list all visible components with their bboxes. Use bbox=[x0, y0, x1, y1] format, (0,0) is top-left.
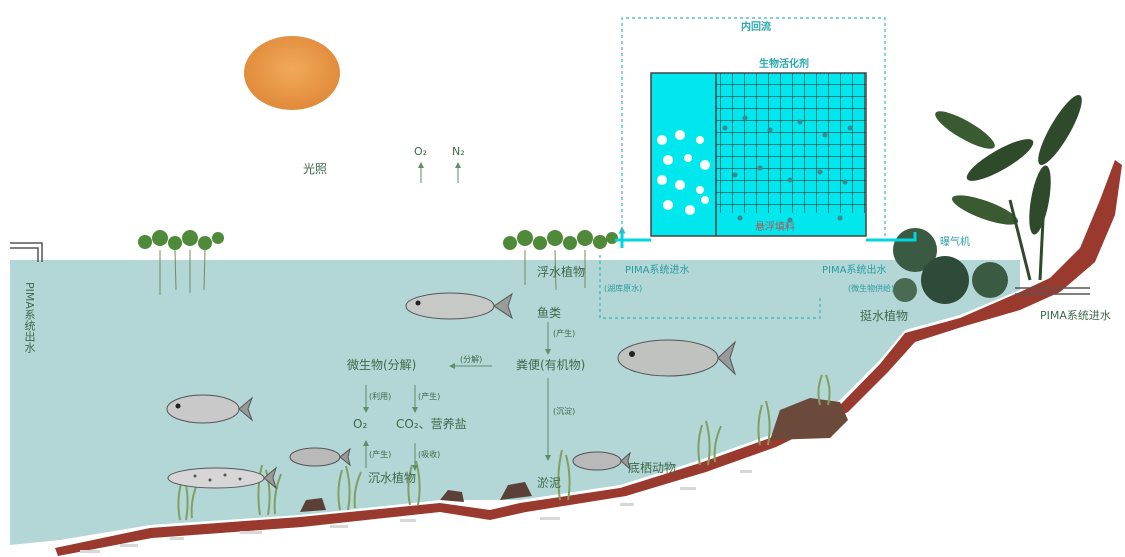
cycle-arrows bbox=[363, 322, 551, 471]
microbes-label: 微生物(分解) bbox=[347, 358, 417, 372]
edge-pipes bbox=[10, 242, 1090, 295]
pipes bbox=[615, 232, 917, 248]
fish-label: 鱼类 bbox=[537, 306, 562, 320]
floating-plants-left bbox=[138, 230, 224, 295]
emergent-plants bbox=[893, 95, 1082, 304]
sludge-label: 淤泥 bbox=[537, 476, 562, 490]
benthos-label: 底栖动物 bbox=[628, 461, 677, 475]
pima-out-left-label: PIMA系统出水 bbox=[23, 282, 36, 353]
internal-reflux-label: 内回流 bbox=[741, 22, 771, 33]
pima-out-top-label: PIMA系统出水 bbox=[822, 265, 887, 276]
pima-out-sub-label: (微生物供给) bbox=[848, 284, 895, 293]
internal-reflux-loop bbox=[599, 17, 886, 319]
produce-label-1: (产生) bbox=[553, 329, 576, 338]
rock bbox=[440, 490, 464, 502]
decompose-arrow-label: (分解) bbox=[460, 355, 483, 364]
gas-arrows bbox=[418, 162, 461, 183]
produce-label-2: (产生) bbox=[418, 392, 441, 401]
n2-top-label: N₂ bbox=[452, 145, 465, 158]
fish-4 bbox=[289, 447, 351, 467]
fish-5 bbox=[167, 466, 277, 490]
fish-2 bbox=[617, 339, 737, 377]
sediment-arrow-label: (沉淀) bbox=[553, 407, 576, 416]
fish-6 bbox=[572, 451, 631, 471]
absorb-label: (吸收) bbox=[418, 450, 441, 459]
pima-in-top-label: PIMA系统进水 bbox=[625, 265, 690, 276]
feces-label: 粪便(有机物) bbox=[516, 358, 586, 372]
light-label: 光照 bbox=[303, 162, 328, 176]
rock bbox=[500, 482, 532, 500]
rock bbox=[300, 498, 326, 512]
o2-top-label: O₂ bbox=[414, 145, 428, 158]
bio-activator-label: 生物活化剂 bbox=[759, 59, 809, 70]
pima-in-right-label: PIMA系统进水 bbox=[1040, 309, 1111, 322]
o2-label: O₂ bbox=[353, 417, 368, 431]
pima-tank bbox=[650, 72, 867, 237]
pima-in-sub-label: (湖库原水) bbox=[604, 284, 643, 293]
emergent-plants-label: 挺水植物 bbox=[860, 309, 909, 323]
sun-icon bbox=[244, 36, 340, 110]
submerged-plants-label: 沉水植物 bbox=[368, 471, 417, 485]
fish-3 bbox=[166, 394, 254, 424]
fish-1 bbox=[405, 292, 513, 320]
gravel bbox=[80, 470, 752, 553]
co2-nutrients-label: CO₂、营养盐 bbox=[396, 417, 467, 431]
water-body bbox=[10, 260, 1020, 545]
use-label: (利用) bbox=[369, 392, 392, 401]
produce-label-3: (产生) bbox=[369, 450, 392, 459]
floating-plants-label: 浮水植物 bbox=[537, 265, 586, 279]
rock bbox=[770, 398, 848, 440]
aerator-label: 曝气机 bbox=[940, 237, 970, 248]
suspended-filler-label: 悬浮填料 bbox=[755, 222, 795, 233]
